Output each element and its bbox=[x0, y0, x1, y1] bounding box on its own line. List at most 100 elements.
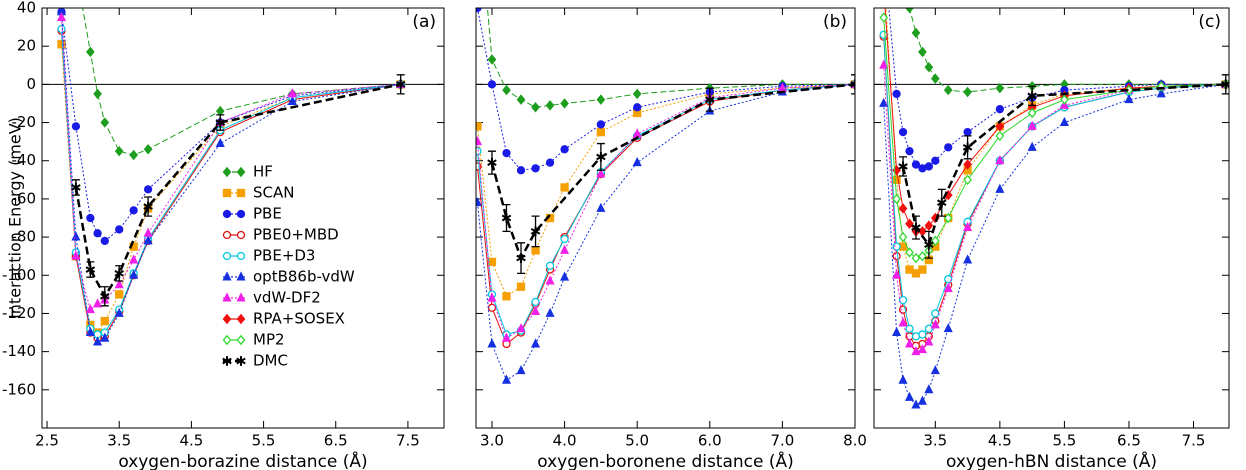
marker bbox=[905, 218, 914, 229]
marker bbox=[143, 227, 153, 237]
marker bbox=[892, 193, 901, 205]
marker bbox=[222, 209, 232, 219]
marker bbox=[898, 127, 908, 137]
marker bbox=[911, 27, 921, 39]
series-line bbox=[883, 83, 1226, 406]
plot-area bbox=[56, 8, 406, 346]
legend-label: PBE bbox=[253, 205, 282, 223]
marker bbox=[129, 206, 138, 215]
marker bbox=[879, 97, 889, 107]
series-line bbox=[883, 17, 1226, 259]
marker bbox=[476, 197, 483, 207]
marker bbox=[905, 8, 914, 14]
legend-label: MP2 bbox=[253, 331, 285, 349]
marker bbox=[918, 250, 927, 262]
marker bbox=[502, 148, 511, 158]
marker bbox=[143, 144, 153, 155]
marker bbox=[930, 235, 940, 247]
marker bbox=[222, 292, 232, 302]
x-tick-label: 8.0 bbox=[843, 432, 867, 450]
marker bbox=[924, 336, 934, 346]
y-tick-label: 20 bbox=[17, 37, 36, 55]
marker bbox=[487, 257, 497, 267]
marker bbox=[911, 345, 921, 356]
marker bbox=[93, 88, 102, 100]
marker bbox=[596, 127, 606, 137]
marker bbox=[1027, 90, 1037, 101]
marker bbox=[892, 175, 901, 184]
marker bbox=[215, 117, 226, 128]
marker bbox=[1059, 116, 1069, 126]
marker bbox=[930, 365, 940, 375]
marker bbox=[1027, 120, 1037, 130]
marker bbox=[516, 282, 526, 291]
marker bbox=[487, 157, 497, 168]
marker bbox=[911, 160, 921, 169]
legend-label: DMC bbox=[253, 352, 288, 370]
marker bbox=[236, 251, 246, 261]
marker bbox=[1156, 88, 1166, 98]
frame bbox=[475, 7, 856, 429]
marker bbox=[100, 236, 109, 246]
y-tick-label: 0 bbox=[26, 75, 36, 93]
series-line bbox=[490, 83, 855, 262]
marker bbox=[879, 30, 888, 39]
marker bbox=[487, 54, 497, 65]
marker bbox=[222, 188, 232, 198]
marker bbox=[222, 230, 232, 240]
marker bbox=[924, 239, 934, 250]
marker bbox=[57, 24, 66, 34]
marker bbox=[129, 149, 139, 161]
legend-label: PBE+D3 bbox=[253, 247, 315, 265]
x-axis-label: oxygen-boronene distance (Å) bbox=[537, 450, 794, 470]
legend-label: optB86b-vdW bbox=[253, 268, 355, 286]
series-line bbox=[908, 8, 1226, 93]
marker bbox=[545, 307, 555, 317]
series-line bbox=[476, 83, 855, 340]
plot-area bbox=[476, 8, 855, 384]
marker bbox=[632, 128, 642, 138]
series-line bbox=[883, 34, 1226, 337]
marker bbox=[85, 303, 95, 314]
marker bbox=[236, 166, 246, 178]
marker bbox=[892, 326, 902, 336]
marker bbox=[898, 203, 908, 214]
marker bbox=[892, 269, 902, 279]
marker bbox=[917, 395, 927, 405]
x-tick-label: 4.5 bbox=[988, 432, 1012, 450]
marker bbox=[962, 142, 973, 153]
series-line bbox=[60, 44, 401, 334]
marker bbox=[918, 330, 927, 339]
y-tick-label: -140 bbox=[2, 342, 36, 360]
marker bbox=[963, 159, 972, 170]
x-tick-label: 4.0 bbox=[553, 432, 577, 450]
marker bbox=[560, 234, 569, 244]
marker bbox=[215, 137, 225, 147]
marker bbox=[560, 98, 569, 109]
marker bbox=[502, 292, 511, 301]
marker bbox=[705, 94, 715, 105]
marker bbox=[995, 82, 1005, 94]
marker bbox=[632, 156, 642, 167]
marker bbox=[501, 332, 512, 342]
marker bbox=[944, 274, 953, 284]
marker bbox=[236, 230, 246, 240]
marker bbox=[924, 324, 934, 333]
marker bbox=[100, 291, 110, 302]
marker bbox=[222, 356, 232, 366]
marker bbox=[236, 209, 246, 219]
marker bbox=[222, 166, 232, 178]
marker bbox=[596, 120, 606, 129]
marker bbox=[1124, 93, 1134, 104]
marker bbox=[1060, 94, 1069, 105]
marker bbox=[898, 231, 908, 243]
marker bbox=[487, 338, 497, 348]
legend-label: HF bbox=[253, 163, 273, 181]
marker bbox=[904, 391, 915, 401]
marker bbox=[943, 282, 953, 293]
marker bbox=[71, 122, 81, 131]
x-tick-label: 5.5 bbox=[252, 432, 276, 450]
marker bbox=[86, 213, 95, 223]
marker bbox=[892, 89, 901, 99]
marker bbox=[114, 279, 124, 289]
